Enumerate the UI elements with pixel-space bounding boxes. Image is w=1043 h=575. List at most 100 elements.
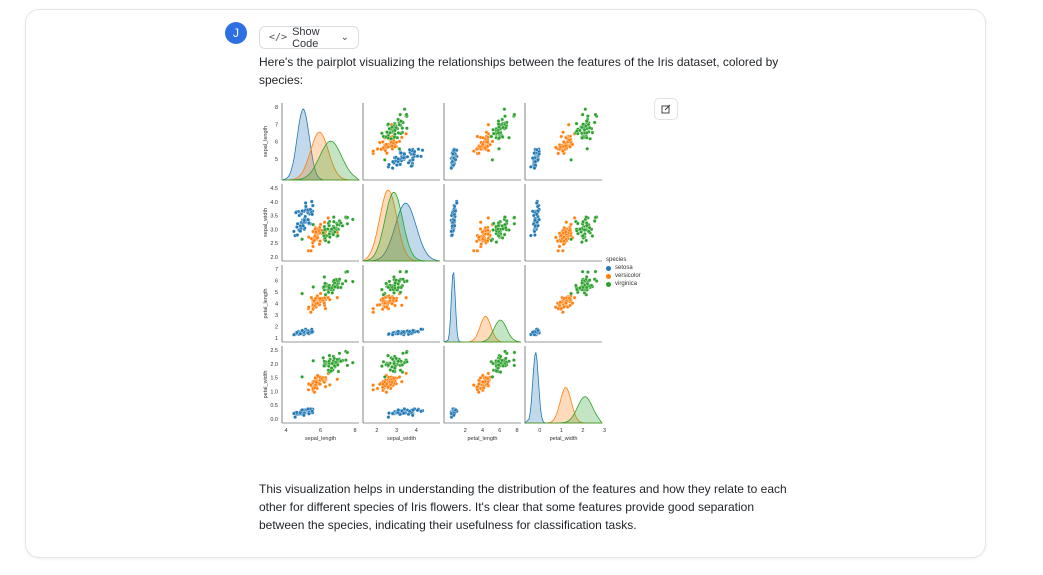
point-setosa xyxy=(298,229,303,233)
point-virginica xyxy=(335,222,340,227)
point-virginica xyxy=(574,283,578,288)
point-virginica xyxy=(502,232,507,237)
point-versicolor xyxy=(327,383,332,387)
pairplot-chart: 4 6 8 sepal_length 5 6 7 8 sepal_length 2 3 4 sepal_… xyxy=(263,103,606,442)
point-virginica xyxy=(575,129,579,133)
point-virginica xyxy=(382,158,387,162)
point-versicolor xyxy=(564,220,569,225)
point-setosa xyxy=(452,204,457,209)
point-versicolor xyxy=(375,147,380,151)
point-virginica xyxy=(330,361,335,366)
point-setosa xyxy=(535,204,540,209)
point-virginica xyxy=(387,126,392,131)
avatar-letter: J xyxy=(233,26,239,40)
point-virginica xyxy=(491,228,495,232)
point-setosa xyxy=(420,148,425,153)
point-setosa xyxy=(451,413,456,418)
point-versicolor xyxy=(404,131,408,136)
point-versicolor xyxy=(371,306,376,311)
point-versicolor xyxy=(481,380,485,384)
point-setosa xyxy=(536,209,540,213)
point-setosa xyxy=(293,415,297,419)
point-versicolor xyxy=(471,248,476,253)
point-versicolor xyxy=(561,242,566,247)
point-virginica xyxy=(592,120,597,125)
point-setosa xyxy=(292,411,296,416)
point-setosa xyxy=(419,409,423,414)
point-virginica xyxy=(496,227,500,231)
point-setosa xyxy=(298,331,303,336)
y-tick-label: 2.0 xyxy=(270,255,278,261)
point-virginica xyxy=(500,117,505,122)
point-virginica xyxy=(584,238,589,243)
point-virginica xyxy=(332,356,337,361)
point-virginica xyxy=(401,351,405,356)
point-virginica xyxy=(381,292,386,297)
point-setosa xyxy=(303,214,308,219)
point-virginica xyxy=(496,363,501,367)
point-virginica xyxy=(397,146,402,151)
point-versicolor xyxy=(486,232,490,236)
point-virginica xyxy=(326,290,331,295)
edit-image-button[interactable] xyxy=(654,98,678,120)
point-versicolor xyxy=(486,371,491,376)
point-virginica xyxy=(584,215,589,219)
y-tick-label: 1.0 xyxy=(270,389,278,395)
point-setosa xyxy=(390,411,395,416)
point-versicolor xyxy=(386,145,390,149)
point-virginica xyxy=(569,158,573,162)
user-avatar: J xyxy=(225,22,247,44)
point-versicolor xyxy=(483,145,487,150)
point-virginica xyxy=(490,375,495,379)
point-virginica xyxy=(380,287,384,292)
point-virginica xyxy=(580,136,584,140)
point-setosa xyxy=(302,413,306,418)
point-versicolor xyxy=(382,301,387,305)
point-virginica xyxy=(323,292,328,297)
point-virginica xyxy=(503,114,507,119)
point-versicolor xyxy=(561,149,565,153)
point-virginica xyxy=(575,287,579,292)
point-virginica xyxy=(593,112,598,117)
show-code-button[interactable]: </> Show Code ⌄ xyxy=(259,26,359,50)
point-virginica xyxy=(337,351,342,356)
point-versicolor xyxy=(485,382,490,387)
point-setosa xyxy=(529,165,533,169)
point-virginica xyxy=(503,125,508,130)
point-setosa xyxy=(387,411,391,415)
point-virginica xyxy=(504,219,509,223)
point-setosa xyxy=(387,331,391,336)
y-tick-label: 1.5 xyxy=(270,376,278,382)
point-setosa xyxy=(300,328,305,333)
point-setosa xyxy=(454,201,459,205)
point-virginica xyxy=(345,215,350,220)
point-virginica xyxy=(386,285,391,290)
point-virginica xyxy=(339,285,343,290)
point-virginica xyxy=(494,240,499,244)
point-virginica xyxy=(503,356,508,361)
point-setosa xyxy=(405,154,410,159)
point-virginica xyxy=(580,240,584,244)
point-virginica xyxy=(503,349,507,354)
point-setosa xyxy=(309,199,314,204)
point-versicolor xyxy=(568,144,572,149)
point-virginica xyxy=(345,221,350,226)
point-setosa xyxy=(407,147,412,152)
point-virginica xyxy=(569,237,573,242)
point-versicolor xyxy=(315,301,320,306)
point-virginica xyxy=(496,119,501,123)
point-virginica xyxy=(496,233,501,238)
point-virginica xyxy=(350,279,355,284)
point-virginica xyxy=(397,279,402,283)
point-setosa xyxy=(411,328,415,333)
point-setosa xyxy=(295,221,300,226)
point-setosa xyxy=(301,223,305,228)
x-axis-label: petal_length xyxy=(468,436,498,442)
y-tick-label: 1 xyxy=(275,336,278,342)
y-tick-label: 5 xyxy=(275,157,278,163)
point-versicolor xyxy=(476,390,481,395)
point-virginica xyxy=(580,281,584,285)
point-virginica xyxy=(404,269,409,274)
point-virginica xyxy=(382,375,387,379)
chart-legend: species setosa versicolor virginica xyxy=(606,257,641,289)
